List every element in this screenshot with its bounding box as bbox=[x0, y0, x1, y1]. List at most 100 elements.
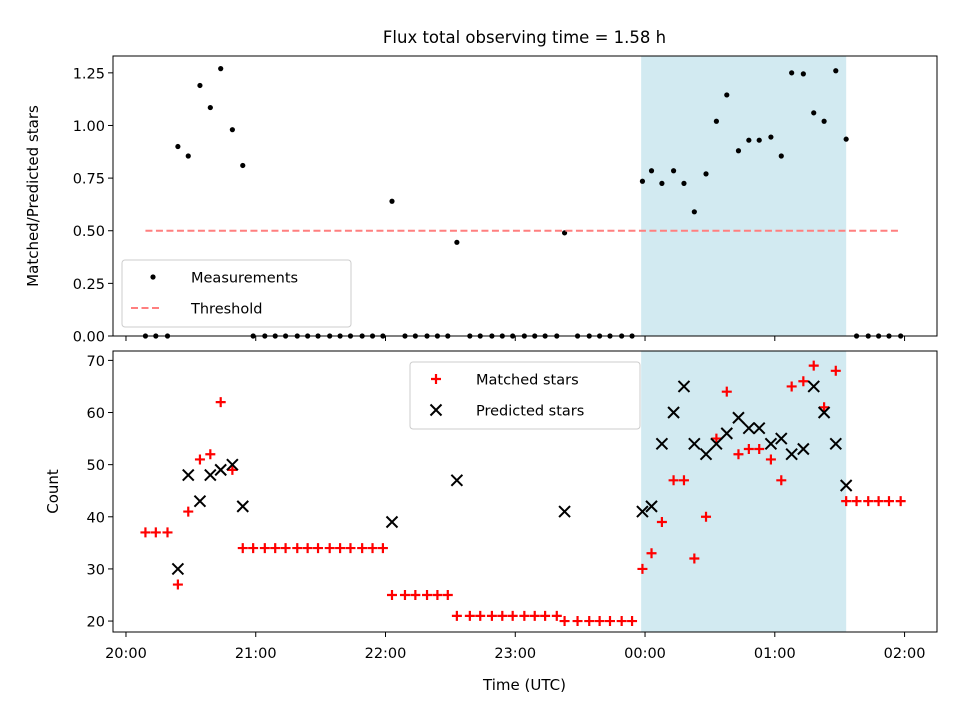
matched-stars-point bbox=[863, 496, 874, 507]
predicted-stars-point bbox=[655, 437, 669, 451]
measurement-point bbox=[185, 153, 191, 159]
matched-stars-point bbox=[883, 496, 894, 507]
matched-stars-point bbox=[345, 543, 356, 554]
predicted-stars-point bbox=[182, 468, 195, 482]
matched-stars-point bbox=[432, 589, 443, 600]
matched-stars-point bbox=[377, 543, 388, 554]
matched-stars-point bbox=[637, 563, 648, 574]
x-axis-label: Time (UTC) bbox=[482, 676, 566, 694]
matched-stars-point bbox=[584, 616, 595, 627]
measurement-point bbox=[811, 110, 817, 116]
matched-stars-point bbox=[150, 527, 161, 538]
matched-stars-point bbox=[497, 610, 508, 621]
predicted-stars-point bbox=[645, 500, 658, 513]
top-y-ticks: 0.00 0.25 0.50 0.75 1.00 1.25 bbox=[73, 66, 113, 346]
matched-stars-point bbox=[572, 616, 583, 627]
matched-stars-point bbox=[830, 365, 841, 376]
matched-stars-point bbox=[259, 543, 270, 554]
y-tick-label: 1.25 bbox=[73, 66, 105, 82]
matched-stars-point bbox=[754, 444, 765, 455]
legend-label: Matched stars bbox=[476, 373, 579, 389]
bottom-x-ticks: 20:00 21:00 22:00 23:00 00:00 01:00 02:00 bbox=[105, 632, 925, 662]
matched-stars-point bbox=[172, 579, 183, 590]
legend-box bbox=[409, 361, 641, 430]
matched-stars-point bbox=[721, 386, 732, 397]
matched-stars-point bbox=[841, 496, 852, 507]
matched-stars-point bbox=[743, 444, 754, 455]
measurement-point bbox=[648, 168, 655, 174]
top-x-ticks bbox=[125, 336, 906, 341]
matched-stars-point bbox=[227, 464, 238, 475]
measurement-point bbox=[746, 137, 752, 143]
y-tick-label: 1.00 bbox=[73, 119, 105, 135]
predicted-stars-point bbox=[742, 421, 756, 435]
matched-stars-point bbox=[819, 402, 830, 413]
matched-stars-point bbox=[183, 506, 194, 517]
matched-stars-point bbox=[895, 496, 906, 507]
predicted-stars-point bbox=[450, 474, 464, 487]
matched-stars-point bbox=[399, 589, 410, 600]
matched-stars-point bbox=[486, 610, 497, 621]
matched-stars-point bbox=[519, 610, 530, 621]
y-tick-label: 50 bbox=[87, 458, 105, 474]
top-panel: 0.00 0.25 0.50 0.75 1.00 1.25 Matched/Predict… bbox=[24, 55, 938, 346]
matched-stars-point bbox=[451, 610, 462, 621]
measurement-point bbox=[833, 68, 839, 74]
measurement-point bbox=[735, 148, 742, 154]
measurement-point bbox=[670, 168, 677, 174]
matched-stars-point bbox=[733, 449, 744, 460]
predicted-stars-point bbox=[677, 380, 691, 393]
matched-stars-point bbox=[678, 475, 689, 486]
matched-stars-point bbox=[357, 543, 368, 554]
measurement-point bbox=[778, 153, 784, 159]
matched-stars-point bbox=[140, 527, 151, 538]
measurement-point bbox=[768, 134, 774, 140]
matched-stars-point bbox=[302, 543, 313, 554]
bottom-y-axis-label: Count bbox=[44, 469, 62, 514]
measurement-point bbox=[229, 127, 235, 133]
measurement-point bbox=[789, 70, 795, 76]
measurement-point bbox=[681, 180, 687, 186]
matched-stars-point bbox=[551, 610, 562, 621]
predicted-stars-point bbox=[764, 437, 778, 451]
predicted-stars-point bbox=[710, 437, 723, 451]
x-tick-label: 02:00 bbox=[884, 646, 926, 662]
predicted-stars-point bbox=[193, 494, 207, 508]
matched-stars-point bbox=[540, 610, 551, 621]
matched-stars-point bbox=[873, 496, 884, 507]
predicted-stars-point bbox=[797, 442, 810, 456]
top-axes-frame bbox=[112, 55, 938, 337]
predicted-stars-point bbox=[236, 500, 249, 513]
matched-stars-point bbox=[656, 516, 667, 527]
measurement-point bbox=[207, 104, 213, 111]
legend-measurements-swatch bbox=[150, 274, 156, 280]
x-tick-label: 20:00 bbox=[105, 646, 147, 662]
matched-stars-point bbox=[765, 454, 776, 465]
predicted-stars-point bbox=[817, 406, 831, 419]
predicted-stars-point bbox=[753, 421, 766, 435]
legend-label: Threshold bbox=[190, 302, 262, 318]
x-tick-label: 23:00 bbox=[494, 646, 536, 662]
predicted-stars-point bbox=[214, 463, 227, 477]
matched-stars-point bbox=[475, 610, 486, 621]
predicted-stars-point bbox=[699, 448, 713, 461]
matched-stars-point bbox=[386, 589, 397, 600]
measurement-point bbox=[218, 66, 224, 72]
x-tick-label: 00:00 bbox=[624, 646, 666, 662]
y-tick-label: 0.25 bbox=[73, 277, 105, 293]
matched-stars-point bbox=[668, 475, 679, 486]
matched-stars-point bbox=[194, 454, 205, 465]
matched-stars-point bbox=[410, 589, 421, 600]
bottom-marks bbox=[140, 360, 906, 627]
matched-stars-point bbox=[711, 433, 722, 444]
matched-stars-point bbox=[689, 553, 700, 564]
measurement-point bbox=[639, 178, 646, 184]
measurement-point bbox=[821, 118, 827, 124]
measurement-point bbox=[724, 92, 730, 98]
matched-stars-point bbox=[559, 616, 570, 627]
predicted-stars-point bbox=[829, 437, 842, 451]
predicted-stars-point bbox=[732, 411, 745, 424]
top-shaded-window bbox=[641, 56, 847, 336]
predicted-stars-point bbox=[720, 427, 733, 440]
predicted-stars-point bbox=[839, 479, 853, 492]
